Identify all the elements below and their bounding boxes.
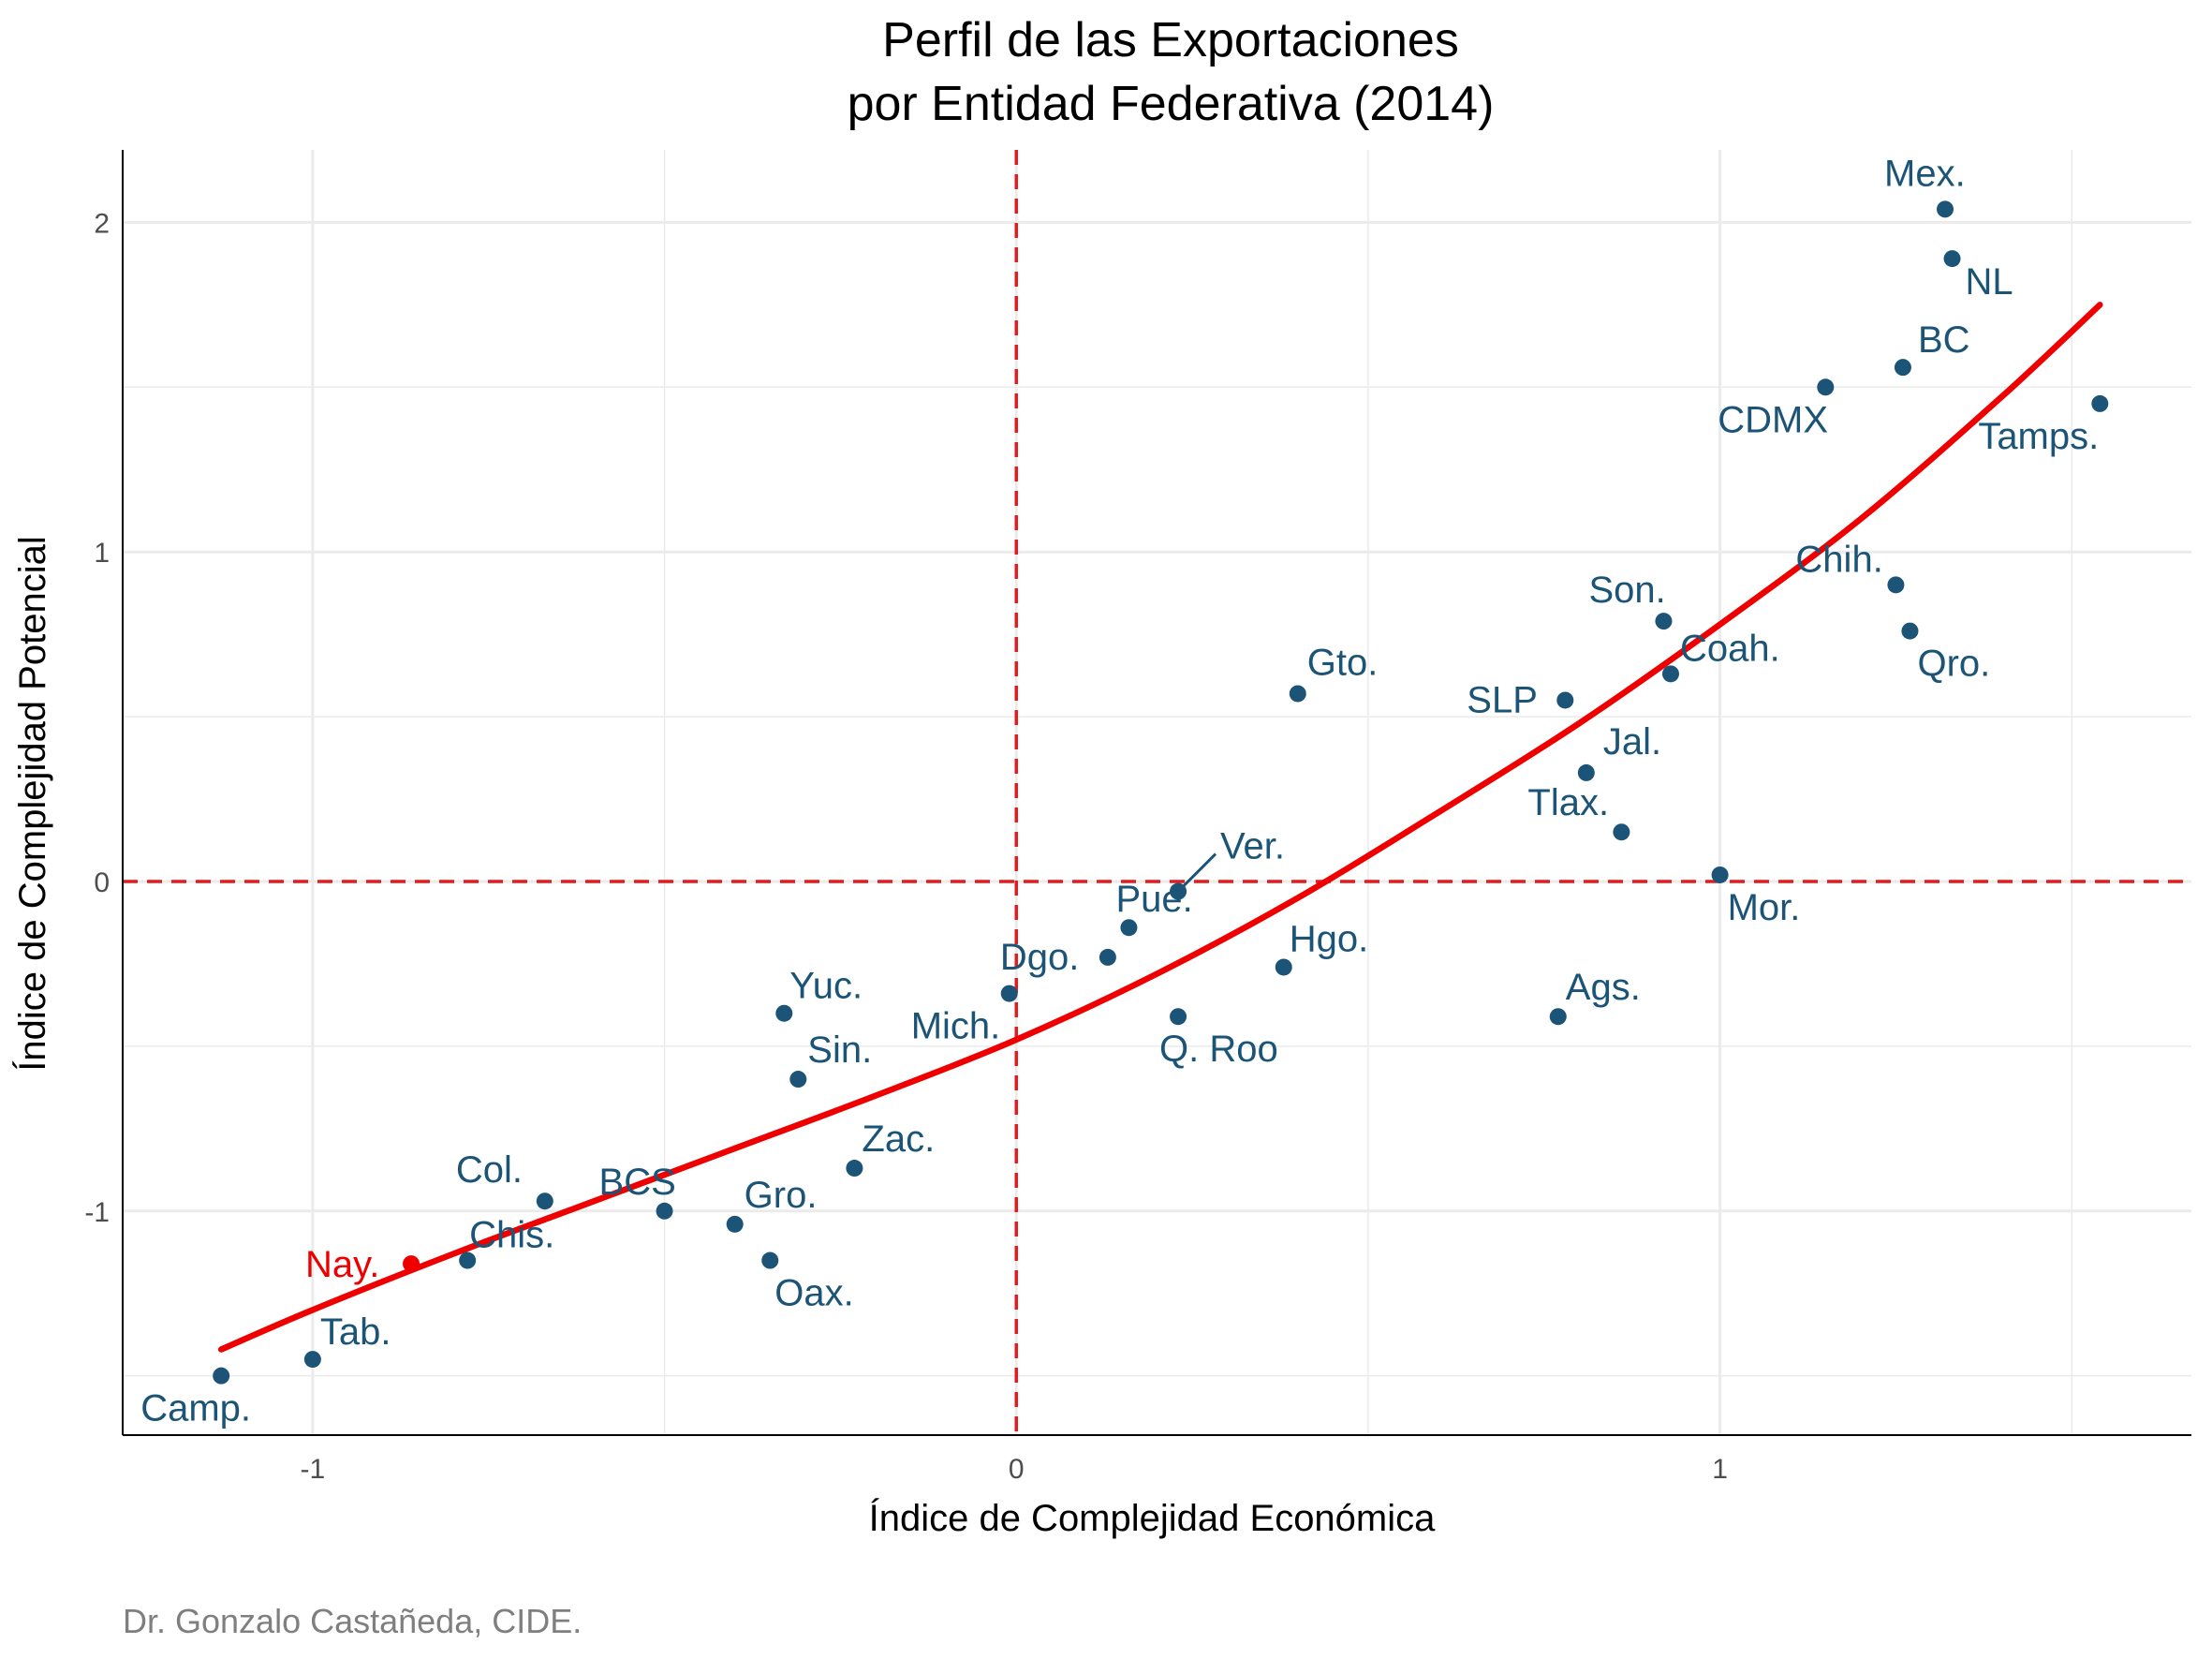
reference-lines xyxy=(123,150,2191,1435)
point-labels: Mex. NL BC CDMX Tamps. Chih. Qro. Son. Coah. SLP G… xyxy=(140,153,2099,1429)
label-gro: Gro. xyxy=(745,1175,818,1216)
y-tick-label: 0 xyxy=(94,867,110,898)
chart-caption: Dr. Gonzalo Castañeda, CIDE. xyxy=(123,1602,582,1640)
label-gto: Gto. xyxy=(1307,642,1379,683)
tick-labels: -1 0 1 -1 0 1 2 xyxy=(84,208,1728,1485)
x-tick-label: -1 xyxy=(301,1454,326,1485)
point-tab xyxy=(303,1351,321,1369)
point-ags xyxy=(1549,1008,1567,1026)
point-tamps xyxy=(2091,394,2109,412)
label-mex: Mex. xyxy=(1884,153,1966,194)
axes xyxy=(122,150,2191,1436)
point-oax xyxy=(761,1252,779,1269)
point-mich xyxy=(1000,985,1018,1002)
fit-curve xyxy=(217,302,2103,1353)
point-hgo xyxy=(1275,958,1292,976)
point-qro xyxy=(1901,622,1919,640)
point-zac xyxy=(846,1160,863,1178)
label-hgo: Hgo. xyxy=(1290,918,1369,959)
label-slp: SLP xyxy=(1467,679,1538,720)
label-zac: Zac. xyxy=(862,1118,935,1160)
data-points xyxy=(213,200,2109,1385)
point-dgo xyxy=(1099,948,1116,966)
label-col: Col. xyxy=(456,1149,523,1191)
point-bc xyxy=(1894,359,1911,377)
label-coah: Coah. xyxy=(1680,628,1780,669)
x-tick-label: 1 xyxy=(1712,1454,1728,1485)
label-son: Son. xyxy=(1588,570,1665,611)
point-chis xyxy=(459,1252,477,1269)
label-bcs: BCS xyxy=(599,1162,676,1203)
point-cdmx xyxy=(1817,378,1835,396)
label-yuc: Yuc. xyxy=(789,966,863,1007)
point-pue xyxy=(1120,919,1138,937)
y-axis-title: Índice de Complejidad Potencial xyxy=(11,536,53,1071)
label-nl: NL xyxy=(1966,261,2013,303)
label-chih: Chih. xyxy=(1795,539,1882,580)
point-sin xyxy=(789,1071,807,1089)
label-mor: Mor. xyxy=(1728,887,1801,928)
point-gto xyxy=(1289,685,1306,703)
point-chih xyxy=(1887,576,1905,594)
point-mex xyxy=(1937,200,1954,218)
label-leader-ver xyxy=(1176,852,1217,893)
label-dgo: Dgo. xyxy=(1000,937,1080,978)
label-tab: Tab. xyxy=(320,1311,391,1353)
label-mich: Mich. xyxy=(911,1006,1001,1047)
y-tick-label: 1 xyxy=(94,538,110,569)
point-q-roo xyxy=(1170,1008,1187,1026)
point-nay xyxy=(403,1255,420,1273)
chart-subtitle: por Entidad Federativa (2014) xyxy=(848,77,1495,131)
grid xyxy=(123,150,2191,1435)
label-jal: Jal. xyxy=(1603,721,1661,763)
point-jal xyxy=(1577,763,1595,781)
label-chis: Chis. xyxy=(469,1215,554,1256)
y-tick-label: 2 xyxy=(94,208,110,239)
point-bcs xyxy=(656,1202,673,1220)
fit-line xyxy=(217,302,2103,1353)
point-gro xyxy=(726,1215,744,1233)
label-tlax: Tlax. xyxy=(1527,782,1609,823)
point-mor xyxy=(1711,866,1729,883)
point-col xyxy=(536,1192,553,1210)
label-tamps: Tamps. xyxy=(1978,416,2099,457)
label-oax: Oax. xyxy=(774,1273,853,1314)
x-tick-label: 0 xyxy=(1009,1454,1025,1485)
chart-title: Perfil de las Exportaciones xyxy=(882,13,1459,67)
label-ags: Ags. xyxy=(1566,967,1641,1008)
label-sin: Sin. xyxy=(807,1029,872,1071)
y-tick-label: -1 xyxy=(84,1197,110,1228)
point-tlax xyxy=(1613,823,1630,841)
point-coah xyxy=(1661,665,1679,683)
label-nay: Nay. xyxy=(305,1244,379,1285)
x-axis-title: Índice de Complejidad Económica xyxy=(869,1497,1437,1539)
point-camp xyxy=(213,1367,230,1385)
label-pue: Pue. xyxy=(1115,879,1192,920)
label-ver: Ver. xyxy=(1220,826,1285,867)
point-nl xyxy=(1943,250,1961,268)
point-yuc xyxy=(775,1004,793,1022)
label-camp: Camp. xyxy=(140,1388,251,1429)
label-cdmx: CDMX xyxy=(1718,399,1828,440)
point-slp xyxy=(1556,691,1574,709)
label-q-roo: Q. Roo xyxy=(1159,1029,1278,1070)
point-son xyxy=(1655,613,1673,630)
label-qro: Qro. xyxy=(1917,644,1990,685)
label-bc: BC xyxy=(1918,319,1970,361)
